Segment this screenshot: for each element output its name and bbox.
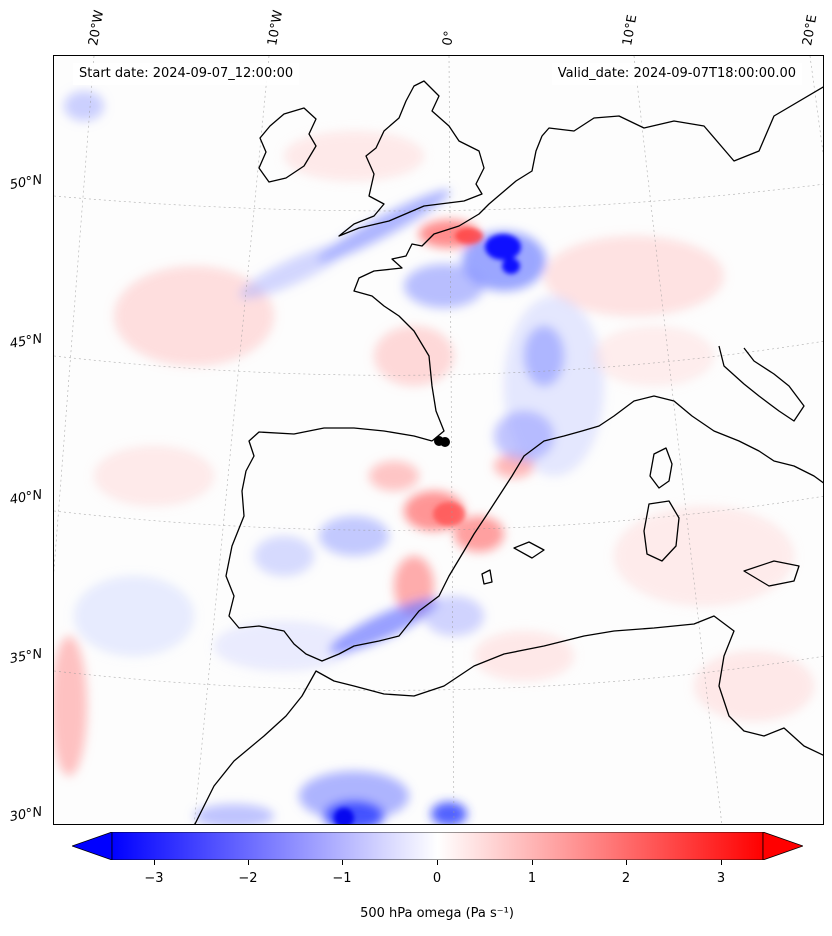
lat-label-30: 30°N <box>8 804 44 825</box>
colorbar-tick: −1 <box>332 871 352 886</box>
colorbar-tick: 2 <box>621 871 631 886</box>
colorbar-label: 500 hPa omega (Pa s⁻¹) <box>360 906 514 921</box>
map-canvas <box>54 56 823 824</box>
valid-date-label: Valid_date: 2024-09-07T18:00:00.00 <box>551 63 802 85</box>
start-date-label: Start date: 2024-09-07_12:00:00 <box>73 63 300 85</box>
lon-label-10e: 10°E <box>620 13 641 47</box>
colorbar-tick: −3 <box>144 871 164 886</box>
colorbar <box>72 832 803 860</box>
lon-label-20w: 20°W <box>86 9 108 48</box>
map-panel <box>53 55 824 825</box>
lat-label-45: 45°N <box>8 331 44 352</box>
lon-label-20e: 20°E <box>800 13 821 47</box>
lat-label-40: 40°N <box>8 487 44 508</box>
lon-label-0: 0° <box>440 29 458 47</box>
colorbar-tick: 3 <box>716 871 726 886</box>
omega-field <box>54 91 814 824</box>
lat-label-35: 35°N <box>8 646 44 667</box>
graticule <box>54 56 823 824</box>
colorbar-tick: −2 <box>238 871 258 886</box>
coastlines <box>194 80 823 824</box>
colorbar-max-extend <box>762 832 803 860</box>
colorbar-min-extend <box>72 832 113 860</box>
lon-label-10w: 10°W <box>265 9 287 48</box>
colorbar-tick: 1 <box>527 871 537 886</box>
colorbar-tick: 0 <box>432 871 442 886</box>
omega-cores <box>334 228 521 824</box>
lat-label-50: 50°N <box>8 172 44 193</box>
